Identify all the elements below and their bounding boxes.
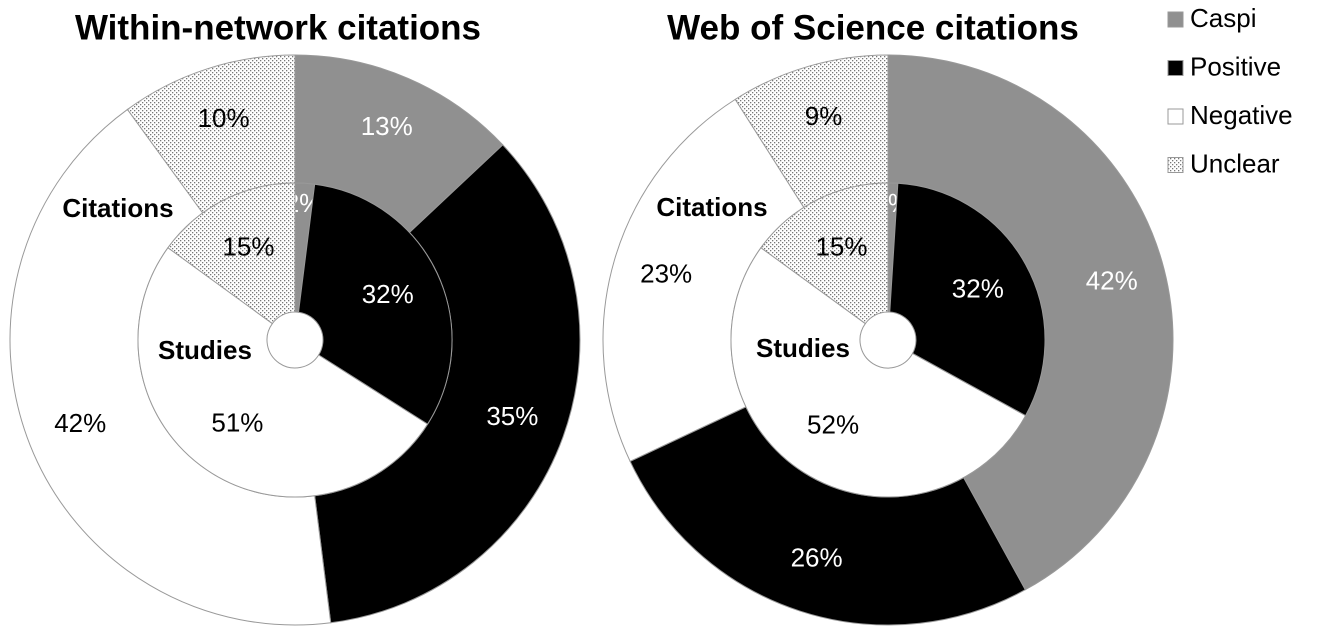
ring-label: Citations — [656, 192, 767, 222]
legend-label: Negative — [1190, 100, 1293, 130]
data-label: 35% — [486, 401, 538, 431]
donut-slice — [167, 182, 296, 325]
data-label: 10% — [198, 103, 250, 133]
data-label: 51% — [211, 408, 263, 438]
donut-slice — [889, 182, 1046, 417]
legend-label: Caspi — [1190, 3, 1256, 33]
ring-label: Citations — [62, 193, 173, 223]
donut-slice — [297, 183, 453, 425]
data-label: 9% — [805, 101, 843, 131]
donut-slice — [760, 182, 889, 325]
data-label: 13% — [361, 111, 413, 141]
legend-swatch — [1167, 108, 1184, 125]
legend-swatch — [1167, 60, 1184, 76]
donut-slice — [137, 247, 429, 498]
data-label: 32% — [952, 273, 1004, 303]
legend-swatch — [1167, 11, 1184, 28]
legend-swatch — [1167, 157, 1184, 173]
data-label: 15% — [815, 232, 867, 262]
data-label: 52% — [807, 409, 859, 439]
data-label: 15% — [222, 232, 274, 262]
legend-label: Positive — [1190, 51, 1281, 81]
legend-label: Unclear — [1190, 148, 1280, 178]
ring-label: Studies — [158, 335, 252, 365]
chart-title: Within-network citations — [75, 8, 481, 47]
ring-label: Studies — [756, 333, 850, 363]
donut-slice — [730, 247, 1027, 498]
data-label: 26% — [791, 543, 843, 573]
data-label: 32% — [362, 279, 414, 309]
data-label: 42% — [1086, 265, 1138, 295]
chart-title: Web of Science citations — [667, 8, 1079, 47]
data-label: 23% — [640, 258, 692, 288]
data-label: 42% — [54, 408, 106, 438]
